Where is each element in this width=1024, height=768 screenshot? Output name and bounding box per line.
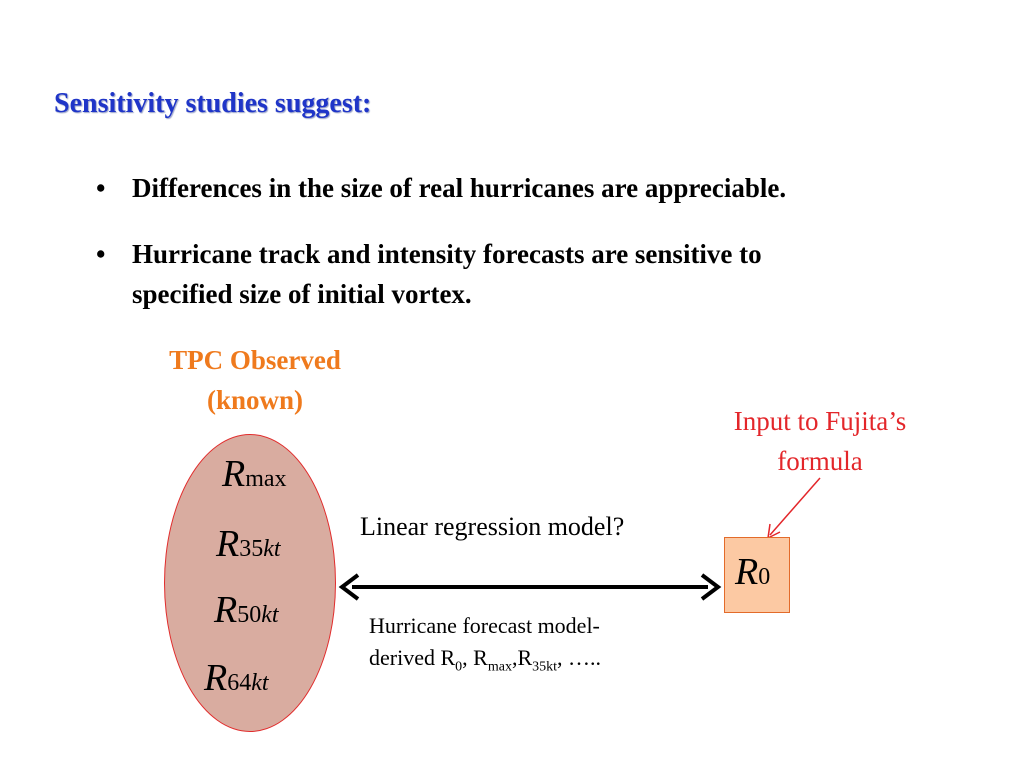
r-64kt-var: R64kt bbox=[204, 657, 269, 699]
forecast-note: Hurricane forecast model- derived R0, Rm… bbox=[369, 610, 601, 683]
bullet-text-line: specified size of initial vortex. bbox=[132, 279, 472, 309]
subscript: 50kt bbox=[237, 602, 279, 628]
slide-title: Sensitivity studies suggest: bbox=[54, 88, 372, 119]
r0-var: R0 bbox=[735, 551, 771, 593]
subscript: 0 bbox=[758, 564, 771, 590]
double-arrow-icon bbox=[338, 573, 722, 601]
forecast-line2: derived R0, Rmax,R35kt, ….. bbox=[369, 645, 602, 675]
observed-line1: TPC Observed bbox=[169, 345, 341, 375]
bullet-dot-icon: • bbox=[96, 239, 106, 269]
regression-label: Linear regression model? bbox=[360, 512, 625, 541]
observed-ellipse bbox=[164, 434, 336, 732]
r-35kt-var: R35kt bbox=[216, 523, 281, 565]
observed-label: TPC Observed (known) bbox=[130, 340, 380, 420]
r-max-var: Rmax bbox=[222, 453, 287, 495]
bullet-text: Differences in the size of real hurrican… bbox=[132, 173, 787, 203]
fujita-label: Input to Fujita’s formula bbox=[690, 401, 950, 481]
subscript: 35kt bbox=[239, 536, 281, 562]
forecast-line1: Hurricane forecast model- bbox=[369, 613, 600, 638]
bullet-item: • Hurricane track and intensity forecast… bbox=[96, 234, 996, 314]
bullet-text-line: Hurricane track and intensity forecasts … bbox=[132, 239, 762, 269]
r-50kt-var: R50kt bbox=[214, 589, 279, 631]
fujita-line2: formula bbox=[777, 446, 863, 476]
bullet-item: • Differences in the size of real hurric… bbox=[96, 168, 996, 208]
subscript: max bbox=[245, 466, 287, 492]
bullet-dot-icon: • bbox=[96, 173, 106, 203]
fujita-line1: Input to Fujita’s bbox=[733, 406, 907, 436]
subscript: 64kt bbox=[227, 670, 269, 696]
pointer-arrow-icon bbox=[767, 477, 821, 540]
observed-line2: (known) bbox=[206, 385, 304, 415]
r0-box: R0 bbox=[724, 537, 790, 613]
